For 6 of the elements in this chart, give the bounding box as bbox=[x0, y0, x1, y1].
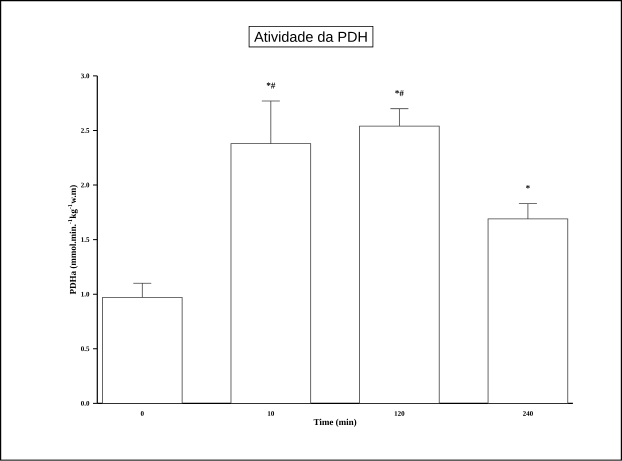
annotation: *# bbox=[266, 82, 276, 89]
y-axis-title: PDHa (mmol.min.$^{-1}$kg$^{-1}$w.m) bbox=[68, 185, 78, 294]
annotation: * bbox=[526, 185, 530, 189]
annotation: *# bbox=[395, 90, 404, 96]
chart-title: Atividade da PDH bbox=[254, 31, 367, 42]
x-axis-title: Time (min) bbox=[314, 418, 356, 428]
